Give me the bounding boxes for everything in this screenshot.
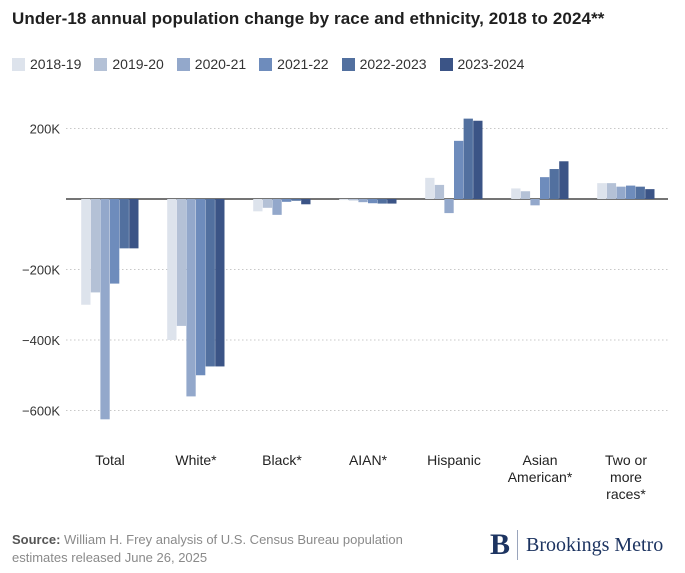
bar-2021-22-Hispanic (454, 140, 464, 199)
x-category-label: Two or more races* (605, 452, 647, 502)
x-category-label-line: Hispanic (427, 452, 481, 468)
bar-2020-21-Asian American* (530, 199, 540, 206)
source-label: Source: (12, 532, 61, 547)
legend-item-2018-19: 2018-19 (12, 56, 81, 72)
bar-2019-20-Black* (262, 199, 273, 208)
bar-2023-2024-White* (215, 199, 225, 367)
x-category-label-line: Black* (262, 452, 302, 468)
bar-2023-2024-Total (129, 199, 139, 249)
bar-2022-2023-AIAN* (377, 199, 387, 204)
legend-item-2020-21: 2020-21 (176, 56, 247, 72)
source-note: Source: William H. Frey analysis of U.S.… (12, 531, 442, 567)
legend-item-2023-2024: 2023-2024 (439, 56, 525, 72)
bar-2019-20-AIAN* (348, 199, 359, 201)
legend-swatch (12, 57, 25, 71)
bar-2018-19-Two or more races* (597, 183, 607, 199)
bar-2021-22-Asian American* (540, 177, 550, 199)
bar-2023-2024-Two or more races* (645, 189, 655, 199)
bar-2018-19-Asian American* (511, 188, 521, 199)
x-category-label: Asian American* (508, 452, 573, 485)
bar-2020-21-Hispanic (444, 199, 454, 214)
x-category-label: Hispanic (427, 452, 481, 468)
bar-2021-22-Black* (282, 199, 292, 202)
logo-mark: B (490, 530, 519, 560)
bar-2020-21-AIAN* (358, 199, 368, 203)
bar-2018-19-Total (81, 199, 91, 305)
x-category-label-line: more (610, 469, 642, 485)
bar-2021-22-AIAN* (368, 199, 378, 204)
chart-plot: 200K −200K −400K −600K Total White* Black* AIAN… (22, 118, 668, 502)
bar-2022-2023-Black* (291, 199, 301, 201)
bar-2022-2023-Asian American* (549, 169, 559, 199)
bar-2022-2023-Hispanic (463, 118, 473, 199)
legend-swatch (94, 57, 108, 71)
bar-2023-2024-AIAN* (387, 199, 397, 204)
x-category-label-line: races* (606, 486, 646, 502)
legend-item-2019-20: 2019-20 (94, 56, 164, 72)
bar-2018-19-AIAN* (339, 199, 349, 201)
bar-2018-19-White* (167, 199, 177, 340)
x-category-label: Total (95, 452, 125, 468)
legend-swatch (259, 57, 273, 71)
legend-item-2021-22: 2021-22 (259, 56, 329, 72)
legend-label: 2019-20 (112, 56, 164, 72)
y-tick-label: 200K (30, 122, 61, 137)
chart-title: Under-18 annual population change by rac… (12, 9, 605, 28)
bar-2021-22-White* (196, 199, 206, 376)
y-tick-label: −400K (22, 333, 60, 348)
source-text: William H. Frey analysis of U.S. Census … (12, 532, 403, 565)
legend-label: 2020-21 (194, 56, 247, 72)
x-category-label-line: AIAN* (349, 452, 388, 468)
bar-2020-21-White* (186, 199, 196, 397)
legend-item-2022-2023: 2022-2023 (341, 56, 427, 72)
bar-2019-20-Asian American* (520, 191, 531, 199)
bar-2018-19-Black* (253, 199, 263, 212)
x-category-label: White* (175, 452, 217, 468)
x-category-label-line: Asian (522, 452, 557, 468)
bar-2021-22-Total (110, 199, 120, 284)
y-tick-label: −200K (22, 263, 60, 278)
legend-swatch (439, 57, 453, 71)
bar-2023-2024-Hispanic (473, 120, 483, 199)
bar-2020-21-Total (100, 199, 110, 420)
x-category-label-line: Two or (605, 452, 647, 468)
legend-label: 2022-2023 (359, 56, 427, 72)
bar-2019-20-White* (176, 199, 187, 326)
x-category-label: AIAN* (349, 452, 388, 468)
bar-2022-2023-Total (119, 199, 129, 249)
brookings-metro-logo: B Brookings Metro (490, 530, 663, 560)
legend-label: 2018-19 (30, 56, 82, 72)
bar-2023-2024-Asian American* (559, 161, 569, 199)
y-tick-label: −600K (22, 404, 60, 419)
logo-text: Brookings Metro (526, 533, 664, 556)
x-category-label-line: American* (508, 469, 573, 485)
x-category-label-line: Total (95, 452, 125, 468)
bar-2023-2024-Black* (301, 199, 311, 205)
bar-2019-20-Total (90, 199, 101, 293)
x-category-label-line: White* (175, 452, 217, 468)
bar-2018-19-Hispanic (425, 177, 435, 199)
legend-swatch (341, 57, 355, 71)
legend-label: 2023-2024 (457, 56, 525, 72)
bar-2022-2023-White* (205, 199, 215, 367)
bar-2020-21-Two or more races* (616, 186, 626, 199)
bar-2020-21-Black* (272, 199, 282, 215)
x-category-label: Black* (262, 452, 302, 468)
legend-swatch (176, 57, 190, 71)
legend: 2018-19 2019-20 2020-21 2021-22 2022-2023 202… (12, 56, 537, 72)
bar-2022-2023-Two or more races* (635, 186, 645, 199)
bar-2019-20-Two or more races* (606, 183, 617, 199)
legend-label: 2021-22 (277, 56, 329, 72)
bar-2019-20-Hispanic (434, 184, 445, 199)
bar-2021-22-Two or more races* (626, 185, 636, 199)
